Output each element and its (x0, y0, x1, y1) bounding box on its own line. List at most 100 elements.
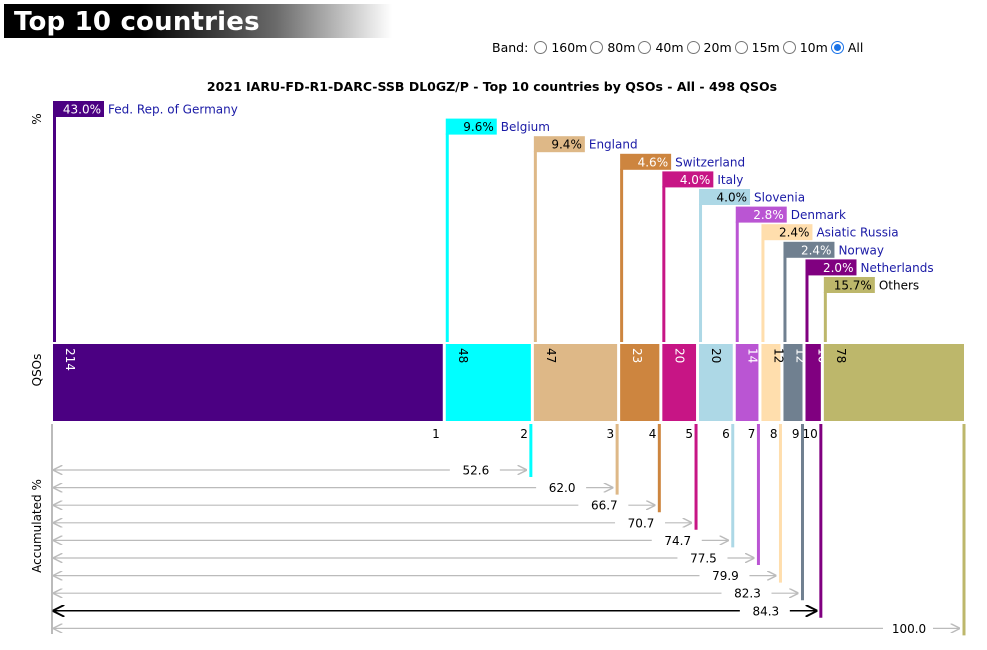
rank-label: 7 (748, 427, 756, 441)
percent-label: 4.0% (680, 173, 711, 187)
percent-label-box (805, 259, 857, 276)
band-option-label: 15m (751, 40, 780, 55)
rank-label: 2 (520, 427, 528, 441)
percent-label-box (823, 277, 875, 293)
percent-label-box (783, 241, 835, 258)
qso-count-label: 20 (709, 348, 723, 363)
band-option-label: 80m (607, 40, 636, 55)
qsos-axis-label: QSOs (30, 354, 44, 387)
band-radio-10m[interactable] (782, 41, 796, 54)
country-label: Italy (717, 173, 743, 187)
qso-bar (699, 344, 733, 421)
percent-label-box (53, 101, 104, 117)
percent-label: 2.8% (753, 208, 784, 222)
country-label: Switzerland (675, 155, 745, 169)
rank-label: 4 (649, 427, 657, 441)
qso-bar (823, 344, 964, 421)
band-option-15m[interactable]: 15m (734, 40, 780, 55)
accumulated-value: 79.9 (712, 569, 739, 583)
page-header: Top 10 countries (4, 4, 392, 38)
band-option-160m[interactable]: 160m (534, 40, 587, 55)
band-option-label: 10m (799, 40, 828, 55)
accumulated-value: 70.7 (628, 516, 655, 530)
qso-count-label: 14 (746, 348, 760, 363)
country-label: Asiatic Russia (816, 226, 898, 240)
qso-bar (445, 344, 531, 421)
band-option-label: 20m (703, 40, 732, 55)
qso-bar (662, 344, 697, 421)
band-selector: Band: 160m 80m 40m 20m 15m 10m All (492, 40, 863, 55)
percent-label: 4.6% (638, 155, 669, 169)
percent-label-box (735, 206, 787, 223)
country-label: Denmark (791, 208, 846, 222)
band-radio-80m[interactable] (590, 41, 604, 54)
percent-label: 9.6% (463, 120, 494, 134)
band-option-20m[interactable]: 20m (686, 40, 732, 55)
chart-title: 2021 IARU-FD-R1-DARC-SSB DL0GZ/P - Top 1… (207, 79, 777, 94)
qso-count-label: 47 (544, 348, 558, 363)
qso-bar (761, 344, 781, 421)
accumulated-value: 77.5 (690, 552, 717, 566)
band-option-label: All (847, 40, 864, 55)
country-label: Fed. Rep. of Germany (108, 103, 238, 117)
country-label: Belgium (501, 120, 550, 134)
band-option-all[interactable]: All (830, 40, 864, 55)
percent-label-box (533, 136, 585, 153)
percent-label: 9.4% (551, 138, 582, 152)
band-radio-160m[interactable] (534, 41, 548, 54)
qso-count-label: 48 (456, 348, 470, 363)
page-title: Top 10 countries (14, 7, 260, 37)
percent-label-box (699, 189, 751, 205)
qso-count-label: 20 (672, 348, 686, 363)
qso-count-label: 78 (834, 348, 848, 363)
country-label: Netherlands (860, 261, 933, 275)
percent-label-box (662, 171, 714, 188)
qso-bar (53, 344, 443, 421)
accumulated-value: 84.3 (752, 604, 779, 618)
accumulated-value: 100.0 (892, 622, 926, 636)
rank-label: 6 (722, 427, 730, 441)
accumulated-value: 66.7 (591, 499, 618, 513)
percent-label: 2.4% (801, 243, 832, 257)
percent-label: 2.4% (779, 226, 810, 240)
country-label: England (589, 138, 638, 152)
rank-label: 8 (770, 427, 778, 441)
percent-label-box (445, 118, 497, 135)
accumulated-value: 82.3 (734, 587, 761, 601)
accumulated-axis-label: Accumulated % (30, 479, 44, 573)
rank-label: 3 (606, 427, 614, 441)
qso-bar (533, 344, 618, 421)
band-option-40m[interactable]: 40m (638, 40, 684, 55)
rank-label: 10 (803, 427, 818, 441)
band-option-label: 40m (655, 40, 684, 55)
percent-axis-label: % (30, 113, 44, 124)
band-radio-all[interactable] (830, 41, 844, 54)
percent-label: 15.7% (834, 279, 872, 293)
country-label: Slovenia (754, 191, 805, 205)
percent-label: 2.0% (823, 261, 854, 275)
percent-label: 43.0% (63, 103, 101, 117)
percent-label-box (620, 153, 672, 170)
band-selector-label: Band: (492, 40, 529, 55)
band-option-10m[interactable]: 10m (782, 40, 828, 55)
band-radio-40m[interactable] (638, 41, 652, 54)
band-option-80m[interactable]: 80m (590, 40, 635, 55)
band-radio-15m[interactable] (734, 41, 748, 54)
band-radio-20m[interactable] (686, 41, 700, 54)
accumulated-value: 74.7 (664, 534, 691, 548)
accumulated-value: 52.6 (463, 464, 490, 478)
accumulated-value: 62.0 (549, 481, 576, 495)
qso-bar (735, 344, 759, 421)
rank-label: 1 (432, 427, 440, 441)
qso-count-label: 23 (630, 348, 644, 363)
qso-count-label: 12 (771, 348, 785, 363)
qso-count-label: 12 (793, 348, 807, 363)
percent-label-box (761, 224, 813, 241)
band-option-label: 160m (551, 40, 588, 55)
rank-label: 9 (792, 427, 800, 441)
qso-bar (805, 344, 821, 421)
qso-count-label: 214 (63, 348, 77, 371)
rank-label: 5 (685, 427, 693, 441)
qso-bar (620, 344, 660, 421)
